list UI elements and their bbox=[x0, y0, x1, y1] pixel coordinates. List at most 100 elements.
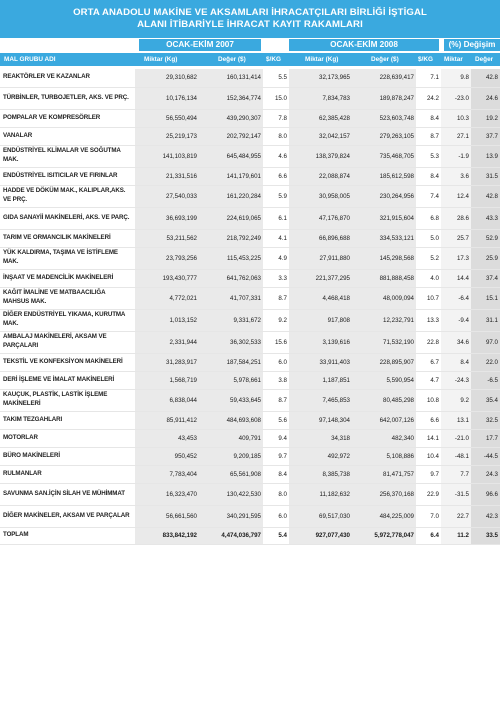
table-row: TÜRBİNLER, TURBOJETLER, AKS. VE PRÇ. 10,1… bbox=[0, 87, 500, 110]
table-row: SAVUNMA SAN.İÇİN SİLAH VE MÜHİMMAT 16,323… bbox=[0, 483, 500, 506]
cell-change-kg: 12.4 bbox=[441, 185, 471, 208]
table-row: ENDÜSTRİYEL KLİMALAR VE SOĞUTMA MAK. 141,… bbox=[0, 145, 500, 168]
row-name: BÜRO MAKİNELERİ bbox=[0, 447, 135, 466]
cell-usd-per-kg-2007: 5.6 bbox=[263, 411, 289, 430]
cell-usd-per-kg-2008: 10.8 bbox=[416, 389, 441, 412]
cell-kg-2008: 32,173,965 bbox=[289, 69, 352, 88]
row-name: YÜK KALDIRMA, TAŞIMA VE İSTİFLEME MAK. bbox=[0, 247, 135, 270]
cell-kg-2008: 30,958,005 bbox=[289, 185, 352, 208]
total-cell-kg-2007: 833,842,192 bbox=[135, 526, 199, 545]
cell-usd-per-kg-2008: 6.7 bbox=[416, 353, 441, 372]
total-cell-usd-2008: 5,972,778,047 bbox=[352, 526, 416, 545]
table-row: KAĞIT İMALİNE VE MATBAACILIĞA MAHSUS MAK… bbox=[0, 287, 500, 310]
header-change-usd: Değer bbox=[475, 56, 494, 63]
cell-usd-2007: 130,422,530 bbox=[199, 483, 263, 506]
cell-usd-2007: 202,792,147 bbox=[199, 127, 263, 146]
cell-usd-per-kg-2008: 7.4 bbox=[416, 185, 441, 208]
cell-change-usd: 42.8 bbox=[471, 185, 500, 208]
header-change-kg: Miktar bbox=[444, 56, 463, 63]
cell-kg-2007: 23,793,256 bbox=[135, 247, 199, 270]
cell-kg-2007: 85,911,412 bbox=[135, 411, 199, 430]
cell-usd-per-kg-2007: 6.0 bbox=[263, 353, 289, 372]
total-cell-change-usd: 33.5 bbox=[471, 526, 500, 545]
cell-kg-2008: 97,148,304 bbox=[289, 411, 352, 430]
cell-usd-per-kg-2008: 10.7 bbox=[416, 287, 441, 310]
cell-kg-2008: 66,896,688 bbox=[289, 229, 352, 248]
cell-change-kg: 25.7 bbox=[441, 229, 471, 248]
cell-kg-2008: 7,834,783 bbox=[289, 87, 352, 110]
cell-change-usd: 13.9 bbox=[471, 145, 500, 168]
cell-change-kg: -9.4 bbox=[441, 309, 471, 332]
cell-usd-2007: 65,561,908 bbox=[199, 465, 263, 484]
cell-usd-per-kg-2008: 7.0 bbox=[416, 505, 441, 528]
cell-change-kg: 10.3 bbox=[441, 109, 471, 128]
cell-change-kg: -6.4 bbox=[441, 287, 471, 310]
export-table: REAKTÖRLER VE KAZANLAR 29,310,682 160,131,… bbox=[0, 69, 500, 545]
cell-change-usd: 42.8 bbox=[471, 69, 500, 88]
cell-change-kg: -1.9 bbox=[441, 145, 471, 168]
cell-kg-2008: 492,972 bbox=[289, 447, 352, 466]
row-name: REAKTÖRLER VE KAZANLAR bbox=[0, 69, 135, 88]
table-row: ENDÜSTRİYEL ISITICILAR VE FIRINLAR 21,331… bbox=[0, 167, 500, 186]
cell-usd-2007: 645,484,955 bbox=[199, 145, 263, 168]
cell-usd-per-kg-2007: 6.1 bbox=[263, 207, 289, 230]
cell-usd-per-kg-2008: 22.8 bbox=[416, 331, 441, 354]
cell-usd-2008: 145,298,568 bbox=[352, 247, 416, 270]
cell-usd-per-kg-2007: 6.6 bbox=[263, 167, 289, 186]
total-cell-usd-per-kg-2008: 6.4 bbox=[416, 526, 441, 545]
cell-kg-2008: 7,465,853 bbox=[289, 389, 352, 412]
cell-usd-2007: 224,619,065 bbox=[199, 207, 263, 230]
row-name: DİĞER ENDÜSTRİYEL YIKAMA, KURUTMA MAK. bbox=[0, 309, 135, 332]
table-row: İNŞAAT VE MADENCİLİK MAKİNELERİ 193,430,7… bbox=[0, 269, 500, 288]
cell-usd-2008: 228,639,417 bbox=[352, 69, 416, 88]
cell-usd-per-kg-2007: 15.6 bbox=[263, 331, 289, 354]
cell-change-kg: 27.1 bbox=[441, 127, 471, 146]
cell-kg-2007: 1,013,152 bbox=[135, 309, 199, 332]
cell-usd-per-kg-2008: 8.4 bbox=[416, 109, 441, 128]
title-line-2: ALANI İTİBARİYLE İHRACAT KAYIT RAKAMLARI bbox=[137, 19, 363, 30]
cell-change-usd: 24.6 bbox=[471, 87, 500, 110]
cell-usd-per-kg-2008: 6.6 bbox=[416, 411, 441, 430]
cell-usd-2008: 71,532,190 bbox=[352, 331, 416, 354]
cell-usd-2007: 36,302,533 bbox=[199, 331, 263, 354]
cell-kg-2008: 33,911,403 bbox=[289, 353, 352, 372]
cell-kg-2008: 1,187,851 bbox=[289, 371, 352, 390]
cell-usd-per-kg-2008: 5.2 bbox=[416, 247, 441, 270]
cell-kg-2008: 69,517,030 bbox=[289, 505, 352, 528]
cell-usd-per-kg-2007: 3.3 bbox=[263, 269, 289, 288]
cell-kg-2007: 43,453 bbox=[135, 429, 199, 448]
cell-kg-2007: 7,783,404 bbox=[135, 465, 199, 484]
cell-kg-2007: 193,430,777 bbox=[135, 269, 199, 288]
cell-change-usd: 37.7 bbox=[471, 127, 500, 146]
cell-usd-per-kg-2007: 8.0 bbox=[263, 483, 289, 506]
cell-change-usd: 32.5 bbox=[471, 411, 500, 430]
cell-kg-2007: 2,331,944 bbox=[135, 331, 199, 354]
cell-usd-2007: 115,453,225 bbox=[199, 247, 263, 270]
cell-change-usd: 17.7 bbox=[471, 429, 500, 448]
cell-kg-2008: 4,468,418 bbox=[289, 287, 352, 310]
cell-change-usd: -6.5 bbox=[471, 371, 500, 390]
cell-change-kg: 13.1 bbox=[441, 411, 471, 430]
change-label: (%) Değişim bbox=[444, 39, 500, 51]
cell-usd-per-kg-2007: 15.0 bbox=[263, 87, 289, 110]
cell-change-kg: 28.6 bbox=[441, 207, 471, 230]
table-row: YÜK KALDIRMA, TAŞIMA VE İSTİFLEME MAK. 23… bbox=[0, 247, 500, 270]
cell-change-kg: 7.7 bbox=[441, 465, 471, 484]
row-name: SAVUNMA SAN.İÇİN SİLAH VE MÜHİMMAT bbox=[0, 483, 135, 506]
row-name: VANALAR bbox=[0, 127, 135, 146]
cell-kg-2008: 917,808 bbox=[289, 309, 352, 332]
header-usd-2007: Değer ($) bbox=[218, 56, 246, 63]
cell-kg-2007: 31,283,917 bbox=[135, 353, 199, 372]
cell-change-usd: 52.9 bbox=[471, 229, 500, 248]
cell-change-usd: 24.3 bbox=[471, 465, 500, 484]
cell-usd-2008: 881,888,458 bbox=[352, 269, 416, 288]
row-name: KAĞIT İMALİNE VE MATBAACILIĞA MAHSUS MAK… bbox=[0, 287, 135, 310]
row-name: TARIM VE ORMANCILIK MAKİNELERİ bbox=[0, 229, 135, 248]
table-row: GIDA SANAYİİ MAKİNELERİ, AKS. VE PARÇ. 36… bbox=[0, 207, 500, 230]
cell-change-usd: 31.1 bbox=[471, 309, 500, 332]
table-row: TARIM VE ORMANCILIK MAKİNELERİ 53,211,562… bbox=[0, 229, 500, 248]
cell-kg-2008: 22,088,874 bbox=[289, 167, 352, 186]
cell-change-kg: -24.3 bbox=[441, 371, 471, 390]
cell-kg-2008: 138,379,824 bbox=[289, 145, 352, 168]
cell-change-usd: 96.6 bbox=[471, 483, 500, 506]
